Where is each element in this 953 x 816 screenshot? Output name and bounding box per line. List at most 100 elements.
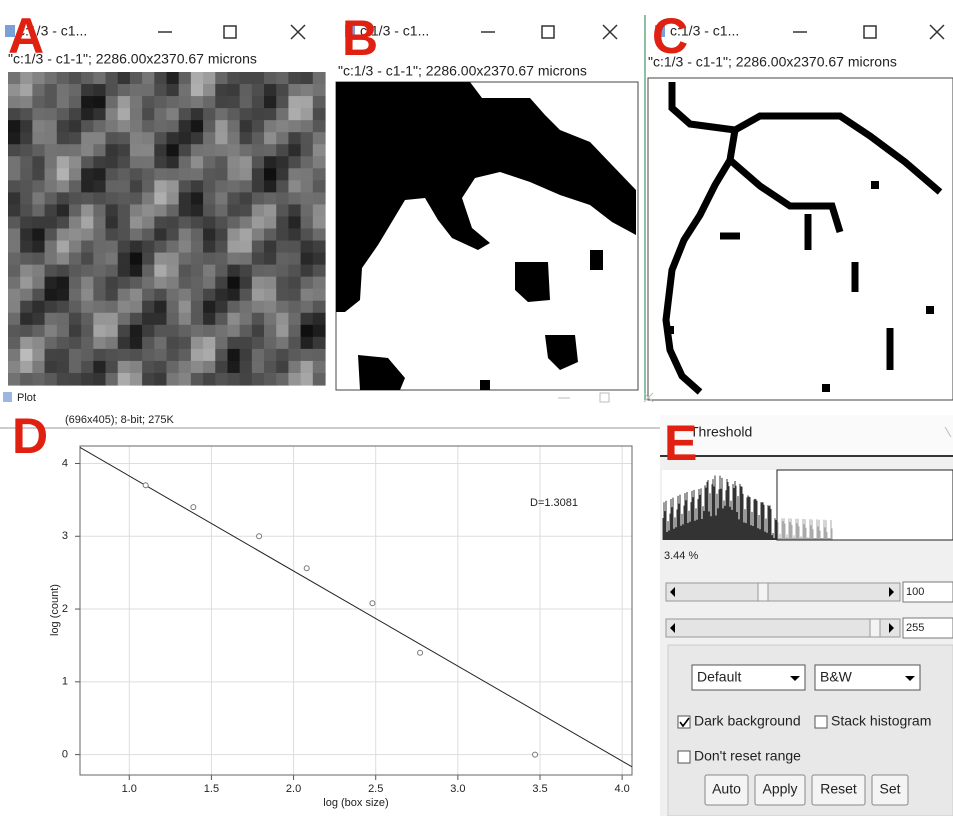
maximize-button[interactable] <box>599 392 610 403</box>
pixel <box>288 276 302 290</box>
pixel <box>32 336 46 350</box>
pixel <box>178 300 192 314</box>
pixel <box>8 300 21 314</box>
pixel <box>215 216 229 230</box>
pixel <box>129 288 143 302</box>
pixel <box>264 192 277 206</box>
pixel <box>44 300 58 314</box>
pixel <box>239 108 253 121</box>
pixel <box>81 360 94 374</box>
pixel <box>56 156 70 169</box>
slider-arrow-left[interactable] <box>670 587 675 597</box>
close-button[interactable] <box>944 426 952 438</box>
slider-track[interactable] <box>665 618 901 638</box>
pixel <box>93 336 107 350</box>
pixel <box>203 336 216 350</box>
pixel <box>32 240 46 254</box>
button[interactable] <box>704 774 749 806</box>
pixel <box>239 228 253 242</box>
pixel <box>154 336 168 350</box>
pixel <box>288 72 302 85</box>
pixel <box>312 300 326 314</box>
maximize-button[interactable] <box>541 25 555 39</box>
slider-thumb[interactable] <box>757 582 769 602</box>
pixel <box>190 108 204 121</box>
checkbox[interactable] <box>677 715 691 729</box>
slider-arrow-right[interactable] <box>889 587 894 597</box>
pixel <box>117 324 131 338</box>
x-tick-label: 2.5 <box>368 783 383 795</box>
pixel <box>300 288 314 302</box>
pixel <box>215 240 229 254</box>
button[interactable] <box>754 774 806 806</box>
pixel <box>166 96 180 109</box>
pixel <box>215 96 229 109</box>
close-button[interactable] <box>643 392 654 403</box>
maximize-button[interactable] <box>223 25 237 39</box>
close-button[interactable] <box>602 24 618 40</box>
pixel <box>264 288 277 302</box>
pixel <box>190 300 204 314</box>
pixel <box>81 288 94 302</box>
value-field[interactable] <box>902 581 953 603</box>
window-title: Plot <box>17 392 36 404</box>
data-point <box>256 533 263 540</box>
dropdown-arrow <box>905 676 915 681</box>
pixel <box>8 216 21 230</box>
pixel <box>264 144 277 157</box>
pixel <box>264 96 277 109</box>
pixel <box>251 300 265 314</box>
slider-arrow-left[interactable] <box>670 623 675 633</box>
pixel <box>264 84 277 97</box>
pixel <box>20 96 33 109</box>
pixel <box>8 204 21 218</box>
pixel <box>20 180 33 193</box>
pixel <box>105 204 119 218</box>
dropdown[interactable] <box>814 664 921 691</box>
pixel <box>20 216 33 230</box>
pixel <box>239 156 253 169</box>
pixel <box>264 372 277 386</box>
dropdown[interactable] <box>691 664 806 691</box>
pixel <box>178 180 192 193</box>
value-field[interactable] <box>902 617 953 639</box>
checkbox-label: Stack histogram <box>831 713 931 729</box>
pixel <box>312 120 326 133</box>
pixel <box>93 96 107 109</box>
pixel <box>142 96 155 109</box>
pixel <box>8 132 21 145</box>
checkbox[interactable] <box>677 750 691 764</box>
pixel <box>264 204 277 218</box>
button[interactable] <box>811 774 866 806</box>
pixel <box>215 204 229 218</box>
pixel <box>300 180 314 193</box>
pixel <box>44 312 58 326</box>
pixel <box>142 84 155 97</box>
pixel <box>68 360 82 374</box>
pixel <box>142 312 155 326</box>
button[interactable] <box>871 774 909 806</box>
pixel <box>8 108 21 121</box>
pixel <box>81 228 94 242</box>
slider-arrow-right[interactable] <box>889 623 894 633</box>
maximize-button[interactable] <box>863 25 877 39</box>
pixel <box>300 252 314 266</box>
pixel <box>239 120 253 133</box>
checkbox[interactable] <box>814 715 828 729</box>
pixel <box>239 312 253 326</box>
pixel <box>178 144 192 157</box>
y-axis-label: log (count) <box>49 584 61 636</box>
close-button[interactable] <box>929 24 945 40</box>
pixel <box>276 228 290 242</box>
slider-thumb[interactable] <box>869 618 881 638</box>
pixel <box>300 168 314 181</box>
pixel <box>44 156 58 169</box>
pixel <box>117 228 131 242</box>
pixel <box>32 132 46 145</box>
pixel <box>8 72 21 85</box>
pixel <box>276 312 290 326</box>
close-button[interactable] <box>290 24 306 40</box>
pixel <box>276 96 290 109</box>
slider-track[interactable] <box>665 582 901 602</box>
pixel <box>300 204 314 218</box>
